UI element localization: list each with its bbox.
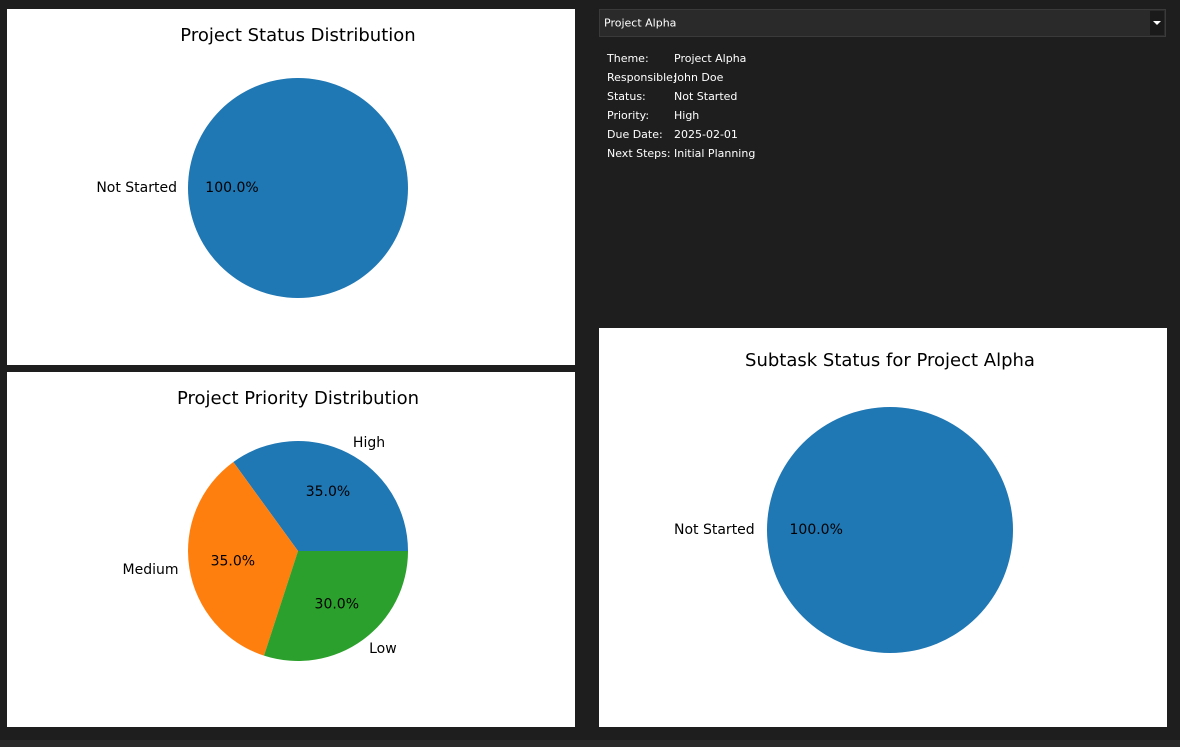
status-bar xyxy=(0,740,1180,747)
chart-title: Project Status Distribution xyxy=(180,25,415,46)
detail-value: 2025-02-01 xyxy=(674,128,738,141)
detail-value: High xyxy=(674,109,699,122)
detail-label: Theme: xyxy=(606,52,649,65)
detail-value: Project Alpha xyxy=(674,52,746,65)
chart-title: Subtask Status for Project Alpha xyxy=(745,350,1035,371)
detail-label: Status: xyxy=(607,90,646,103)
pie-slice xyxy=(767,407,1013,653)
slice-label: Medium xyxy=(123,562,179,578)
detail-value: John Doe xyxy=(673,71,724,84)
slice-label: High xyxy=(353,435,385,451)
pie-slice xyxy=(187,462,298,656)
chart-title: Project Priority Distribution xyxy=(177,388,419,409)
dropdown-arrow xyxy=(1153,21,1161,25)
value-label: 30.0% xyxy=(315,596,359,612)
dropdown-box[interactable] xyxy=(599,9,1166,37)
pie-slice xyxy=(188,78,408,298)
detail-label: Next Steps: xyxy=(607,147,671,160)
detail-label: Responsible: xyxy=(607,71,677,84)
value-label: 100.0% xyxy=(790,522,843,538)
pie-slice xyxy=(264,551,408,661)
value-label: 35.0% xyxy=(306,484,350,500)
detail-value: Not Started xyxy=(674,90,737,103)
slice-label: Not Started xyxy=(674,522,755,538)
detail-label: Priority: xyxy=(607,109,649,122)
slice-label: Not Started xyxy=(96,180,177,196)
value-label: 100.0% xyxy=(205,180,258,196)
pie-slice xyxy=(233,440,408,551)
dropdown-text: Project Alpha xyxy=(604,17,676,30)
detail-label: Due Date: xyxy=(607,128,663,141)
detail-value: Initial Planning xyxy=(674,147,755,160)
slice-label: Low xyxy=(369,641,397,657)
value-label: 35.0% xyxy=(211,553,255,569)
dropdown[interactable]: Project Alpha xyxy=(599,9,1166,37)
